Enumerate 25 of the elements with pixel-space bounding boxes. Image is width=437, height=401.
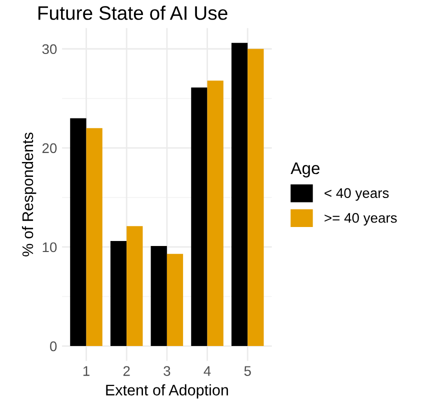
bar — [86, 128, 102, 346]
y-tick-label: 30 — [42, 44, 57, 54]
x-tick-label: 1 — [83, 366, 90, 376]
bar — [207, 80, 224, 346]
y-tick-label: 20 — [42, 143, 57, 154]
y-tick-label: 10 — [42, 242, 57, 252]
bar — [126, 226, 143, 346]
x-tick-label: 4 — [204, 366, 211, 376]
y-axis-title: % of Respondents — [22, 132, 36, 256]
legend-label: < 40 years — [324, 188, 389, 201]
bar — [110, 241, 127, 346]
bar — [166, 254, 184, 346]
bar — [150, 246, 167, 346]
bar — [191, 88, 208, 346]
bar — [70, 118, 86, 346]
chart-title: Future State of AI Use — [38, 6, 228, 20]
legend-title: Age — [290, 162, 320, 178]
x-tick-label: 2 — [123, 366, 130, 376]
x-tick-label: 3 — [164, 366, 170, 376]
y-tick-label: 0 — [50, 341, 57, 352]
bar — [248, 48, 264, 346]
legend-label: >= 40 years — [324, 212, 397, 226]
bar — [231, 42, 248, 346]
x-tick-label: 5 — [244, 366, 251, 376]
x-axis-title: Extent of Adoption — [106, 384, 228, 399]
